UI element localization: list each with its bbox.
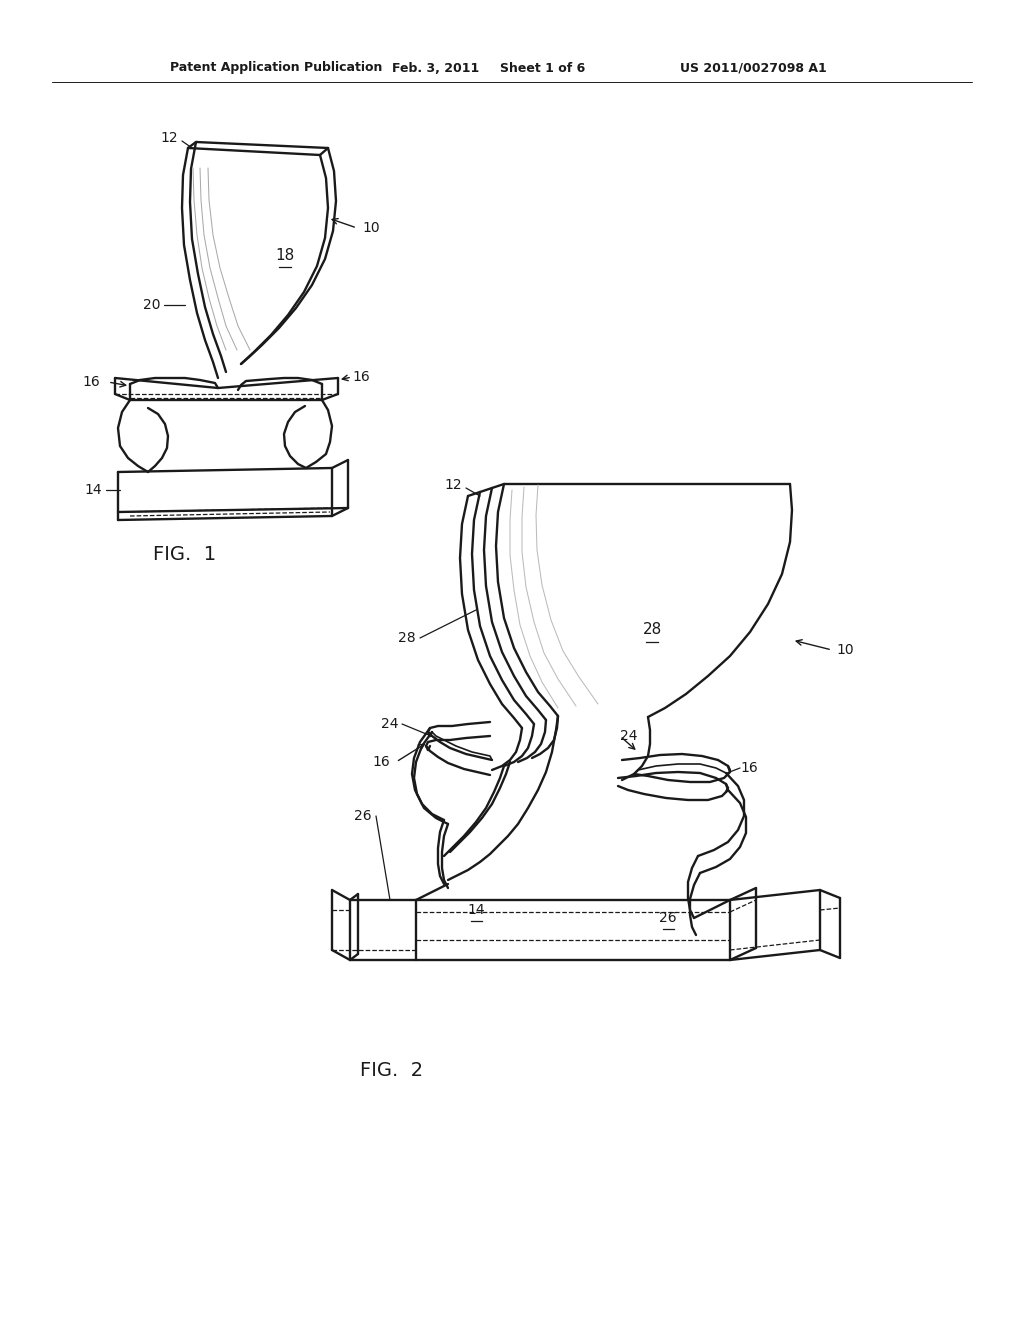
Text: 16: 16 <box>740 762 758 775</box>
Text: FIG.  2: FIG. 2 <box>360 1060 424 1080</box>
Text: 28: 28 <box>398 631 416 645</box>
Text: Feb. 3, 2011: Feb. 3, 2011 <box>392 62 479 74</box>
Text: Sheet 1 of 6: Sheet 1 of 6 <box>500 62 586 74</box>
Text: 16: 16 <box>373 755 390 770</box>
Text: US 2011/0027098 A1: US 2011/0027098 A1 <box>680 62 826 74</box>
Text: 26: 26 <box>354 809 372 822</box>
Text: 26: 26 <box>659 911 677 925</box>
Text: 24: 24 <box>620 729 638 743</box>
Text: 24: 24 <box>381 717 398 731</box>
Text: 14: 14 <box>84 483 102 498</box>
Text: 16: 16 <box>82 375 100 389</box>
Text: 12: 12 <box>161 131 178 145</box>
Text: 16: 16 <box>352 370 370 384</box>
Text: 14: 14 <box>467 903 484 917</box>
Text: 20: 20 <box>142 298 160 312</box>
Text: 18: 18 <box>275 248 295 263</box>
Text: Patent Application Publication: Patent Application Publication <box>170 62 382 74</box>
Text: 12: 12 <box>444 478 462 492</box>
Text: 10: 10 <box>836 643 854 657</box>
Text: FIG.  1: FIG. 1 <box>154 545 216 565</box>
Text: 10: 10 <box>362 220 380 235</box>
Text: 28: 28 <box>642 623 662 638</box>
